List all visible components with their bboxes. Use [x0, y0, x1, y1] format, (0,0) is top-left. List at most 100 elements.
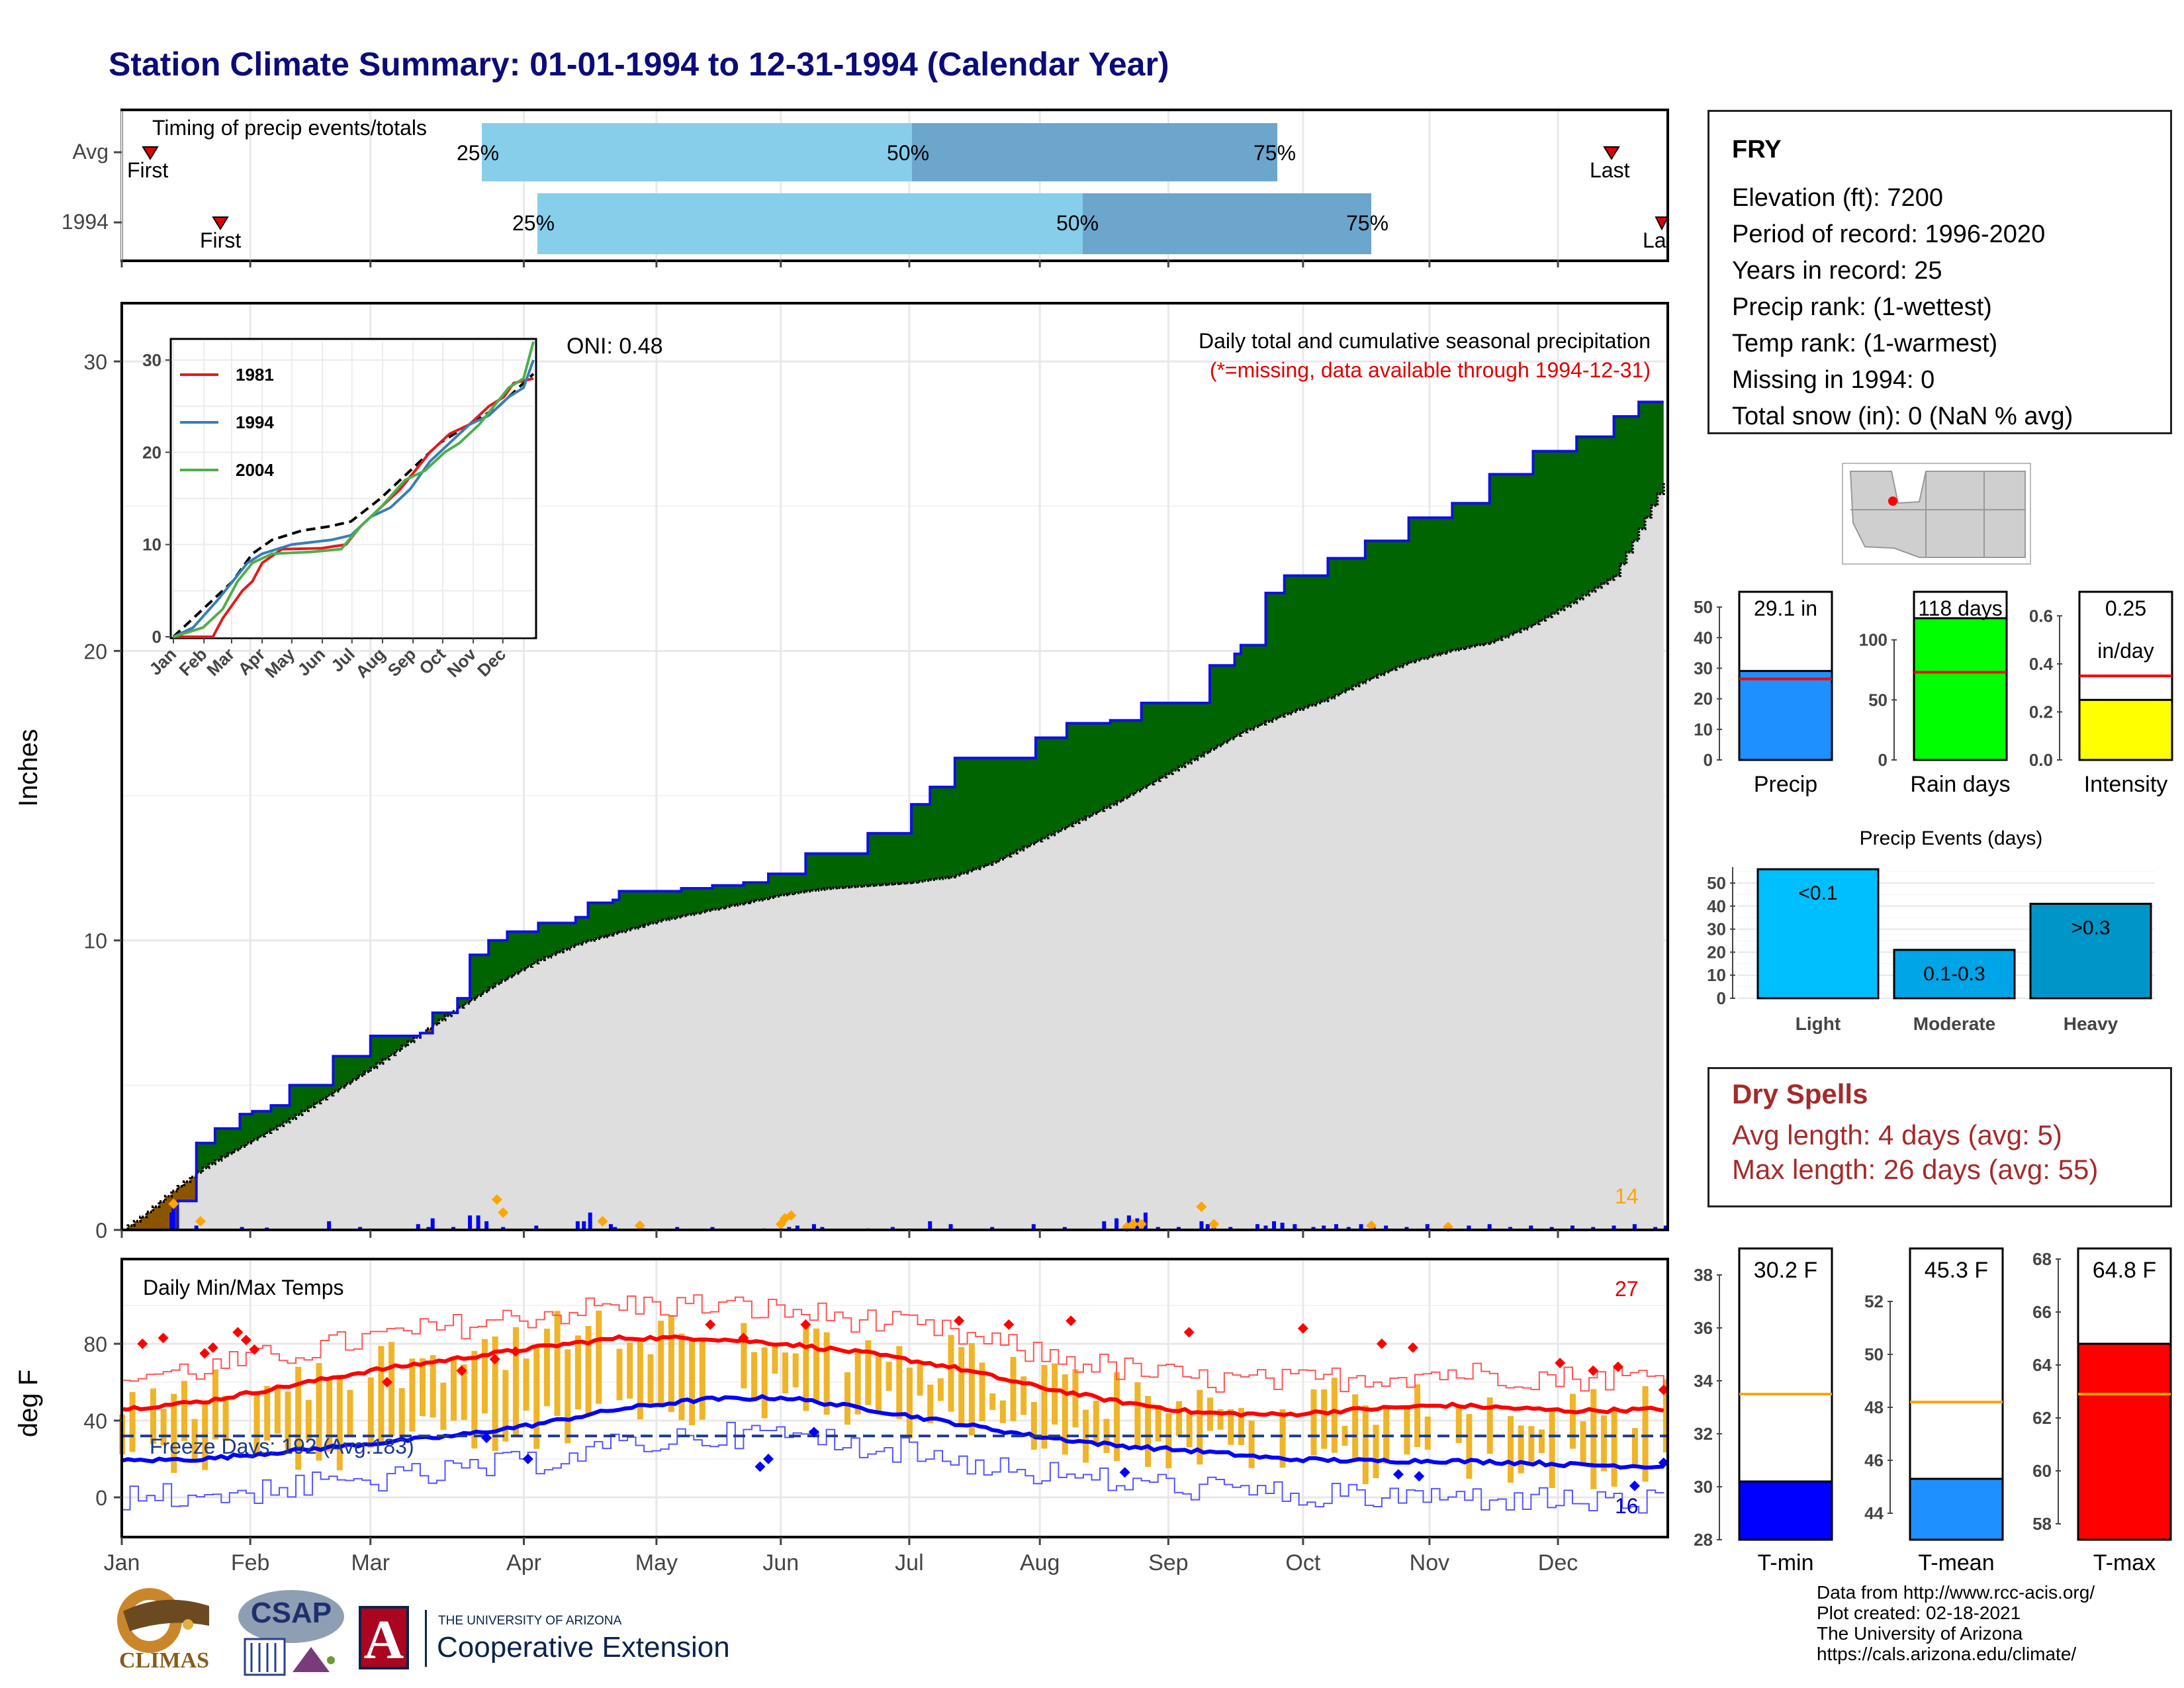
daily-temp-bar [336, 1374, 343, 1471]
temp-summary-label: T-max [2093, 1550, 2156, 1575]
daily-temp-bar [1145, 1395, 1152, 1467]
daily-temp-bar [813, 1328, 820, 1401]
daily-temp-bar [1352, 1394, 1359, 1461]
daily-temp-bar [1010, 1356, 1017, 1421]
daily-temp-bar [1486, 1397, 1493, 1454]
dry-spells-title: Dry Spells [1732, 1078, 1868, 1109]
daily-temp-bar [461, 1364, 467, 1420]
record-high-marker [1297, 1323, 1308, 1334]
temp-summary-ytick: 58 [2032, 1514, 2052, 1534]
inset-ytick: 30 [142, 350, 161, 370]
daily-temp-bar [1321, 1389, 1328, 1449]
record-low-marker [1119, 1467, 1130, 1478]
daily-temp-bar [171, 1393, 177, 1474]
daily-temp-bar [253, 1393, 260, 1454]
avg-row-label: Avg [72, 140, 109, 164]
record-markers [137, 1315, 1669, 1491]
record-low-line [122, 1421, 1664, 1514]
month-tick: May [635, 1550, 678, 1575]
daily-temp-bar [1508, 1416, 1514, 1483]
summary-bar-precip: 0 10 20 30 40 50 29.1 in Precip [1694, 590, 1833, 797]
daily-temp-bar [865, 1340, 872, 1405]
daily-temp-bar [958, 1347, 965, 1426]
daily-temp-bar [543, 1329, 550, 1407]
daily-temp-bar [689, 1341, 696, 1426]
record-low-marker [1629, 1480, 1640, 1491]
temp-summary-fill [1738, 1480, 1833, 1541]
daily-precip-bar [358, 1227, 363, 1230]
daily-precip-bar [1467, 1225, 1471, 1230]
summary-ytick: 100 [1859, 630, 1888, 650]
daily-temp-bar [409, 1358, 416, 1432]
month-tick: Nov [1410, 1550, 1449, 1575]
summary-value: 118 days [1918, 596, 2003, 620]
info-snow: Total snow (in): 0 (NaN % avg) [1732, 402, 2073, 430]
precip-count-label: 14 [1615, 1184, 1639, 1208]
daily-temp-bar [264, 1385, 271, 1441]
daily-temp-bar [1072, 1369, 1079, 1428]
daily-temp-bar [1466, 1414, 1473, 1479]
daily-precip-bar [1425, 1224, 1430, 1230]
record-low-marker [808, 1427, 819, 1438]
summary-bar-charts: 0 10 20 30 40 50 29.1 in Precip 0 50 100 118 days Ra… [1694, 590, 2173, 797]
daily-precip-marker [1128, 1219, 1139, 1230]
daily-temp-bar [1662, 1379, 1669, 1453]
daily-temp-bar [533, 1346, 540, 1449]
daily-precip-bar [582, 1221, 586, 1230]
daily-temp-bar [1373, 1425, 1379, 1479]
daily-temp-bar [554, 1311, 561, 1417]
daily-precip-bar [795, 1225, 799, 1230]
daily-temp-bar [1310, 1389, 1317, 1456]
timing-panel: Timing of precip events/totals 25% 50% 7… [62, 109, 1669, 267]
daily-temp-bar [844, 1372, 850, 1425]
events-ytick: 20 [1707, 942, 1726, 962]
daily-precip-bar [1031, 1224, 1036, 1230]
event-bar-moderate [1893, 949, 2016, 1000]
daily-precip-bar [787, 1227, 792, 1230]
daily-precip-bar [1359, 1224, 1363, 1230]
info-elevation: Elevation (ft): 7200 [1732, 184, 1943, 212]
month-tick: Jun [762, 1550, 799, 1575]
summary-ytick: 0.6 [2029, 606, 2053, 626]
daily-temp-bar [1518, 1425, 1524, 1474]
daily-precip-bar [1322, 1225, 1326, 1230]
daily-temp-bar [1528, 1426, 1535, 1464]
daily-temp-bar [1228, 1409, 1234, 1445]
csap-logo-text: CSAP [250, 1597, 332, 1629]
daily-temp-bar [616, 1348, 623, 1401]
record-high-marker [249, 1344, 260, 1355]
event-category: Heavy [2064, 1013, 2118, 1034]
credit-data-source: Data from http://www.rcc-acis.org/ [1817, 1582, 2095, 1603]
station-info-box: FRY Elevation (ft): 7200 Period of recor… [1707, 110, 2172, 434]
temp-summary-ytick: 48 [1864, 1397, 1884, 1417]
record-high-marker [510, 1346, 521, 1357]
inset-ytick: 0 [152, 627, 161, 647]
daily-precip-bar [1311, 1227, 1316, 1230]
daily-temp-bar [1052, 1363, 1058, 1425]
daily-temp-bar [181, 1381, 187, 1441]
daily-temp-bar [678, 1333, 685, 1421]
summary-ytick: 10 [1694, 720, 1713, 739]
daily-temp-bar [367, 1377, 374, 1448]
summary-ytick: 20 [1694, 689, 1713, 709]
info-missing: Missing in 1994: 0 [1732, 366, 1935, 394]
record-low-marker [762, 1454, 774, 1464]
summary-value: 0.25 [2105, 596, 2146, 620]
location-map [1842, 463, 2031, 565]
observed-cumulative-line [122, 400, 1664, 1231]
daily-temp-bar [440, 1382, 447, 1430]
daily-temp-bar [388, 1342, 395, 1436]
summary-ytick: 0 [1878, 750, 1888, 770]
daily-temp-bar [420, 1358, 426, 1417]
record-high-marker [232, 1327, 244, 1338]
daily-precip-marker [195, 1215, 206, 1227]
daily-precip-bar [1549, 1227, 1554, 1230]
daily-temp-bar [492, 1336, 498, 1451]
daily-temp-bar [948, 1335, 954, 1412]
station-name: FRY [1732, 136, 1782, 164]
daily-precip-bar [1255, 1224, 1259, 1230]
precip-panel: 0 10 20 30 Daily total and cumulative seaso… [14, 302, 1669, 1243]
temp-summary-ytick: 38 [1694, 1265, 1713, 1285]
daily-precip-bar [1591, 1227, 1596, 1230]
yr-first-marker [212, 216, 229, 230]
